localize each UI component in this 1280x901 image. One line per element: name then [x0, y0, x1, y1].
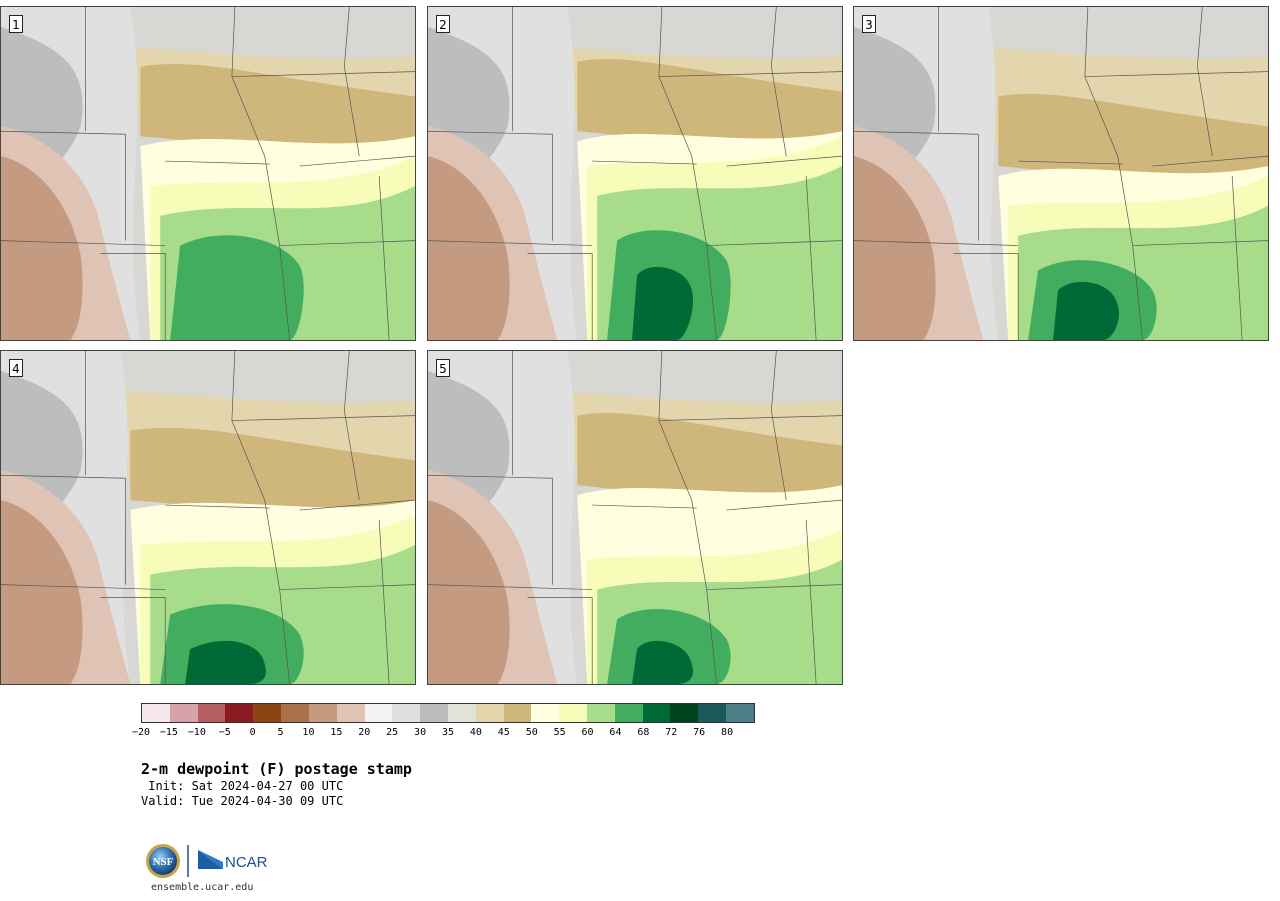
dewpoint-map — [428, 351, 842, 684]
colorbar-swatch — [587, 704, 615, 722]
colorbar-swatch — [142, 704, 170, 722]
colorbar-swatch — [364, 704, 393, 722]
init-time: Init: Sat 2024-04-27 00 UTC — [141, 779, 344, 793]
stamp-panel-4: 4 — [0, 350, 416, 685]
colorbar-tick-label: −10 — [187, 727, 206, 738]
dewpoint-map — [428, 7, 842, 340]
colorbar-tick-label: 30 — [414, 727, 427, 738]
colorbar-tick-label: 76 — [693, 727, 706, 738]
colorbar-swatch — [726, 704, 754, 722]
colorbar-swatch — [614, 704, 643, 722]
nsf-ncar-logo: NSF NCAR — [146, 844, 268, 878]
colorbar-tick-label: −5 — [218, 727, 231, 738]
colorbar-tick-label: 68 — [637, 727, 650, 738]
colorbar-swatch — [447, 704, 476, 722]
stamp-panel-1: 1 — [0, 6, 416, 341]
dewpoint-map — [854, 7, 1268, 340]
colorbar-tick-label: −20 — [131, 727, 151, 738]
colorbar-tick-label: 40 — [469, 727, 482, 738]
stamp-panel-3: 3 — [853, 6, 1269, 341]
figure-title: 2-m dewpoint (F) postage stamp — [141, 760, 412, 778]
colorbar-swatch — [475, 704, 504, 722]
panel-number: 4 — [9, 359, 23, 377]
colorbar-swatch — [336, 704, 365, 722]
panel-number: 1 — [9, 15, 23, 33]
colorbar-tick-label: 45 — [497, 727, 510, 738]
colorbar-tick-label: 60 — [581, 727, 594, 738]
colorbar-swatch — [281, 704, 309, 722]
colorbar — [141, 703, 755, 723]
colorbar-swatch — [531, 704, 560, 722]
colorbar-tick-label: 20 — [358, 727, 371, 738]
colorbar-tick-label: 80 — [721, 727, 734, 738]
colorbar-tick-label: 10 — [302, 727, 315, 738]
panel-number: 2 — [436, 15, 450, 33]
colorbar-tick-label: 5 — [277, 727, 284, 738]
dewpoint-map — [1, 351, 415, 684]
colorbar-tick-label: 15 — [330, 727, 343, 738]
colorbar-swatch — [253, 704, 282, 722]
colorbar-tick-label: 55 — [553, 727, 566, 738]
colorbar-swatch — [169, 704, 198, 722]
colorbar-swatch — [642, 704, 671, 722]
colorbar-tick-label: 64 — [609, 727, 622, 738]
colorbar-swatch — [698, 704, 727, 722]
colorbar-swatch — [559, 704, 587, 722]
website-link[interactable]: ensemble.ucar.edu — [151, 882, 254, 893]
colorbar-tick-label: 50 — [525, 727, 538, 738]
colorbar-tick-label: 35 — [441, 727, 455, 738]
nsf-logo-text: NSF — [153, 856, 174, 868]
colorbar-tick-label: −15 — [159, 727, 178, 738]
panel-number: 5 — [436, 359, 450, 377]
colorbar-tick-label: 72 — [665, 727, 678, 738]
colorbar-swatch — [197, 704, 226, 722]
colorbar-tick-label: 25 — [386, 727, 399, 738]
stamp-panel-2: 2 — [427, 6, 843, 341]
colorbar-tick-label: 0 — [249, 727, 256, 738]
colorbar-swatch — [503, 704, 532, 722]
colorbar-swatch — [308, 704, 337, 722]
stamp-panel-5: 5 — [427, 350, 843, 685]
colorbar-swatch — [392, 704, 421, 722]
colorbar-labels: −20 −15 −10 −5 0 5 10 15 20 25 30 35 40 45 50 55 60 64 68 7… — [132, 727, 755, 741]
panel-number: 3 — [862, 15, 876, 33]
colorbar-swatch — [420, 704, 448, 722]
colorbar-swatch — [225, 704, 254, 722]
ncar-logo-text: NCAR — [225, 854, 268, 871]
colorbar-swatch — [670, 704, 699, 722]
valid-time: Valid: Tue 2024-04-30 09 UTC — [141, 794, 344, 808]
dewpoint-map — [1, 7, 415, 340]
